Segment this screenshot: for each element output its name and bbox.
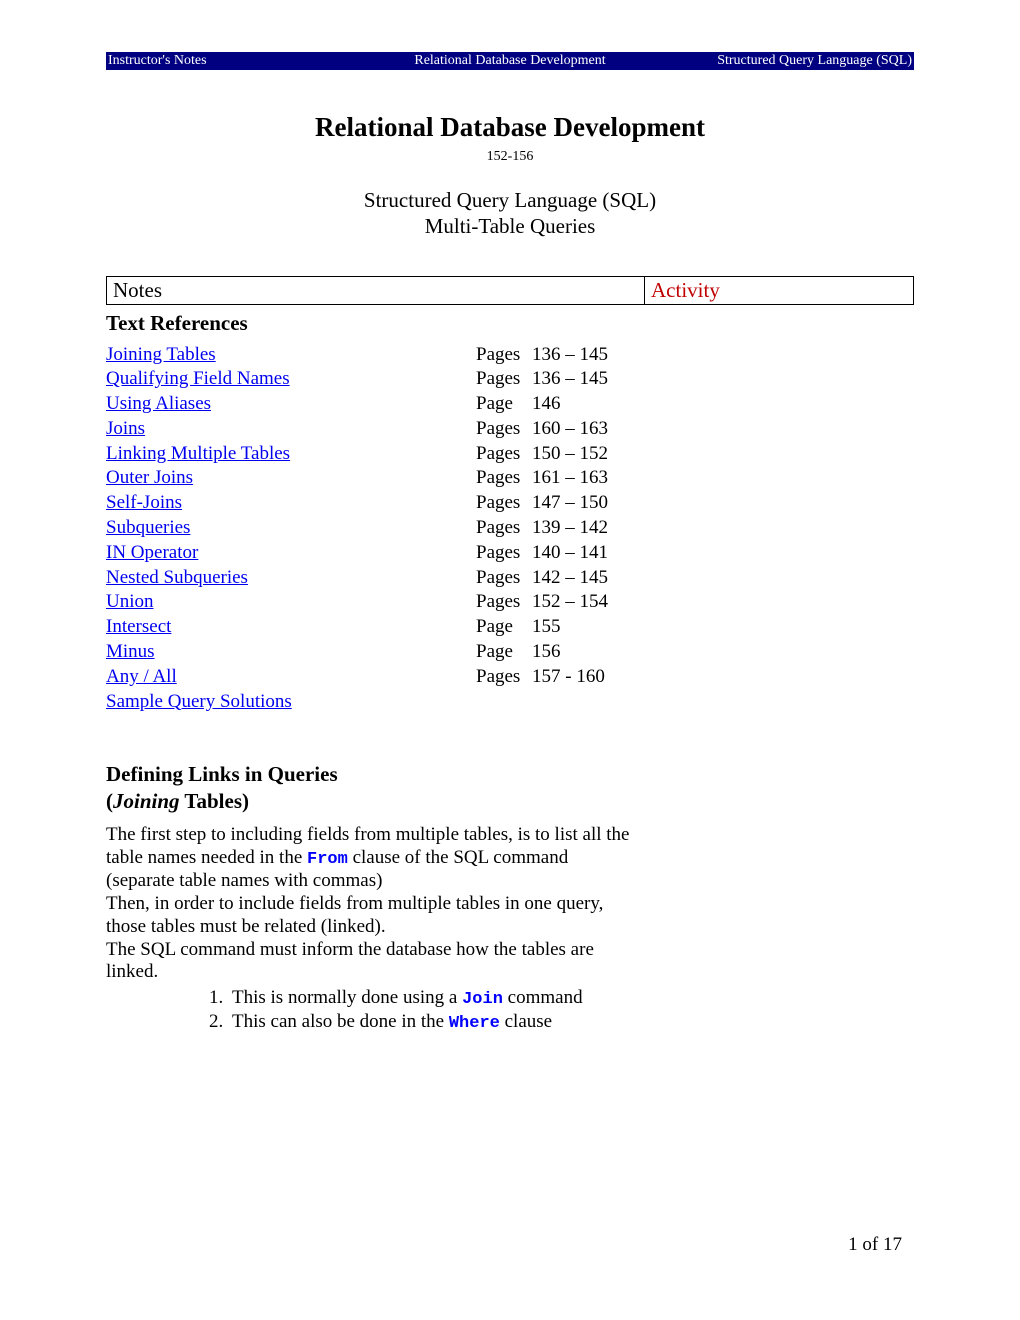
ref-pages-value: 155 xyxy=(532,616,631,639)
ref-link[interactable]: Sample Query Solutions xyxy=(106,691,292,712)
ref-row: Union Pages152 – 154 xyxy=(106,591,631,614)
ref-link[interactable]: Intersect xyxy=(106,616,171,637)
list-item: This is normally done using a Join comma… xyxy=(228,986,631,1010)
ref-pages-value xyxy=(532,691,631,714)
ref-link[interactable]: Outer Joins xyxy=(106,467,193,488)
ref-row: Any / All Pages157 - 160 xyxy=(106,666,631,689)
ref-pages-label: Pages xyxy=(476,542,532,565)
body-p3: The SQL command must inform the database… xyxy=(106,939,594,983)
ref-pages-value: 140 – 141 xyxy=(532,542,631,565)
th-activity: Activity xyxy=(645,277,913,304)
ref-link[interactable]: Joining Tables xyxy=(106,344,216,365)
ref-pages-value: 152 – 154 xyxy=(532,591,631,614)
ref-pages-value: 157 - 160 xyxy=(532,666,631,689)
table-header-row: Notes Activity xyxy=(106,276,914,305)
section-defining-links: Defining Links in Queries (Joining Table… xyxy=(106,761,631,814)
ref-link[interactable]: Linking Multiple Tables xyxy=(106,443,290,464)
ref-link[interactable]: Joins xyxy=(106,418,145,439)
ref-pages-label: Pages xyxy=(476,666,532,689)
ref-pages-value: 150 – 152 xyxy=(532,443,631,466)
ref-link[interactable]: Subqueries xyxy=(106,517,190,538)
ref-row: Subqueries Pages139 – 142 xyxy=(106,517,631,540)
section2-line2-pre: ( xyxy=(106,789,113,813)
th-notes: Notes xyxy=(107,277,645,304)
ref-row: Joins Pages160 – 163 xyxy=(106,418,631,441)
ref-pages-value: 160 – 163 xyxy=(532,418,631,441)
section2-line2-italic: Joining xyxy=(113,789,180,813)
body-p2: Then, in order to include fields from mu… xyxy=(106,893,603,937)
li2a: This can also be done in the xyxy=(232,1011,449,1032)
subtitle-line2: Multi-Table Queries xyxy=(106,213,914,239)
li1b: command xyxy=(503,987,583,1008)
ref-row: Sample Query Solutions xyxy=(106,691,631,714)
ref-link[interactable]: Union xyxy=(106,591,154,612)
ref-pages-label: Page xyxy=(476,616,532,639)
li1a: This is normally done using a xyxy=(232,987,462,1008)
ref-pages-label: Page xyxy=(476,393,532,416)
ref-row: Self-Joins Pages147 – 150 xyxy=(106,492,631,515)
ref-pages-value: 136 – 145 xyxy=(532,344,631,367)
list-item: This can also be done in the Where claus… xyxy=(228,1010,631,1034)
ref-link[interactable]: Minus xyxy=(106,641,155,662)
ref-link[interactable]: IN Operator xyxy=(106,542,198,563)
section2-line2-post: Tables) xyxy=(180,789,249,813)
ref-pages-label: Pages xyxy=(476,368,532,391)
text-references-heading: Text References xyxy=(106,311,631,336)
ref-pages-label: Pages xyxy=(476,467,532,490)
ref-pages-value: 156 xyxy=(532,641,631,664)
ref-pages-label: Pages xyxy=(476,591,532,614)
ref-link[interactable]: Using Aliases xyxy=(106,393,211,414)
ref-row: Qualifying Field Names Pages136 – 145 xyxy=(106,368,631,391)
kw-where: Where xyxy=(449,1014,500,1033)
kw-join: Join xyxy=(462,990,503,1009)
ref-row: Joining Tables Pages136 – 145 xyxy=(106,344,631,367)
header-left: Instructor's Notes xyxy=(106,53,376,69)
ref-pages-label: Pages xyxy=(476,492,532,515)
ref-link[interactable]: Qualifying Field Names xyxy=(106,368,290,389)
subtitle-line1: Structured Query Language (SQL) xyxy=(106,187,914,213)
ref-row: Intersect Page155 xyxy=(106,616,631,639)
ref-pages-value: 146 xyxy=(532,393,631,416)
ref-pages-label: Pages xyxy=(476,344,532,367)
ref-pages-value: 147 – 150 xyxy=(532,492,631,515)
refs-list: Joining TablesPages136 – 145Qualifying F… xyxy=(106,344,631,714)
ref-pages-label: Page xyxy=(476,641,532,664)
page-title: Relational Database Development xyxy=(106,112,914,143)
ref-row: Minus Page156 xyxy=(106,641,631,664)
kw-from: From xyxy=(307,850,348,869)
ref-link[interactable]: Self-Joins xyxy=(106,492,182,513)
ref-row: Nested Subqueries Pages142 – 145 xyxy=(106,567,631,590)
ref-row: Linking Multiple Tables Pages150 – 152 xyxy=(106,443,631,466)
ref-link[interactable]: Any / All xyxy=(106,666,177,687)
header-center: Relational Database Development xyxy=(376,53,644,69)
course-code: 152-156 xyxy=(106,149,914,165)
page-number: 1 of 17 xyxy=(848,1234,902,1256)
ref-row: IN Operator Pages140 – 141 xyxy=(106,542,631,565)
ref-pages-value: 161 – 163 xyxy=(532,467,631,490)
ref-link[interactable]: Nested Subqueries xyxy=(106,567,248,588)
li2b: clause xyxy=(500,1011,552,1032)
body-text: The first step to including fields from … xyxy=(106,824,631,1035)
ref-row: Using Aliases Page146 xyxy=(106,393,631,416)
ref-row: Outer Joins Pages161 – 163 xyxy=(106,467,631,490)
header-right: Structured Query Language (SQL) xyxy=(644,53,914,69)
notes-table: Notes Activity Text References Joining T… xyxy=(106,276,914,1035)
activity-column xyxy=(631,305,914,1035)
ref-pages-value: 139 – 142 xyxy=(532,517,631,540)
numbered-list: This is normally done using a Join comma… xyxy=(106,986,631,1035)
ref-pages-label xyxy=(476,691,532,714)
ref-pages-value: 142 – 145 xyxy=(532,567,631,590)
header-bar: Instructor's Notes Relational Database D… xyxy=(106,52,914,70)
ref-pages-label: Pages xyxy=(476,517,532,540)
ref-pages-value: 136 – 145 xyxy=(532,368,631,391)
section2-line1: Defining Links in Queries xyxy=(106,762,338,786)
ref-pages-label: Pages xyxy=(476,418,532,441)
ref-pages-label: Pages xyxy=(476,567,532,590)
ref-pages-label: Pages xyxy=(476,443,532,466)
